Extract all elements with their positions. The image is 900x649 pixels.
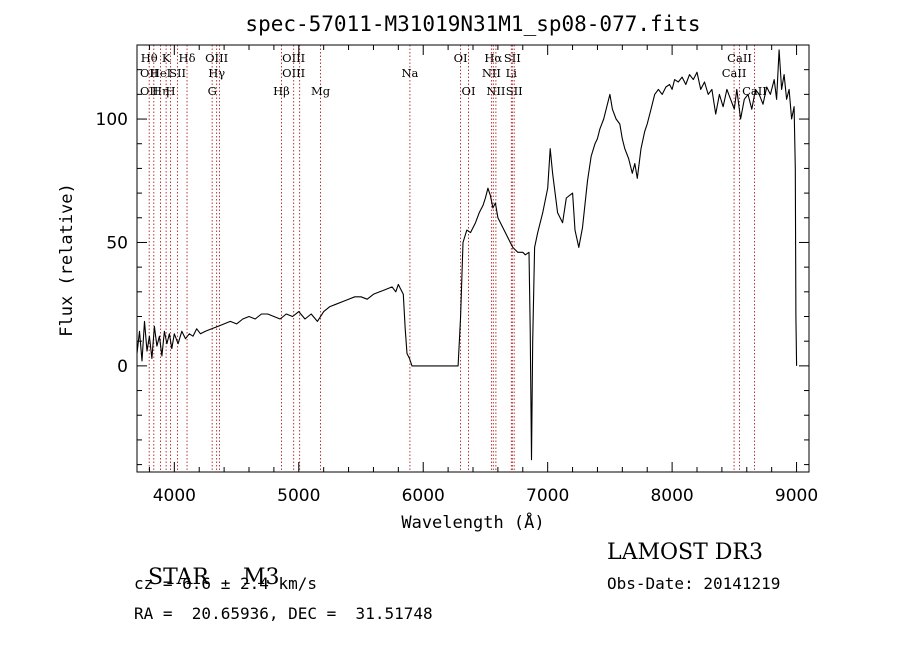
x-tick-label: 7000 — [526, 486, 569, 506]
plot-frame — [136, 44, 810, 473]
x-axis-label: Wavelength (Å) — [401, 511, 544, 533]
line-label-21-0: SII — [504, 51, 521, 65]
line-label-13-0: Mg — [311, 84, 331, 98]
obs-date-value: Obs-Date: 20141219 — [607, 574, 781, 593]
line-label-7-0: G — [208, 84, 217, 98]
y-axis: 0 50 100 — [96, 69, 809, 466]
line-label-0-1: OII — [140, 66, 159, 80]
x-tick-label: 5000 — [277, 486, 320, 506]
line-label-20-0: Li — [506, 66, 518, 80]
x-axis: 4000 5000 6000 7000 8000 9000 — [148, 45, 818, 506]
line-label-0-0: Hθ — [141, 51, 158, 65]
line-label-6-0: Hδ — [179, 51, 196, 65]
line-label-15-0: OI — [454, 51, 468, 65]
line-label-4-0: H — [165, 84, 175, 98]
line-label-14-0: Na — [401, 66, 418, 80]
line-label-19-0: NII — [486, 84, 505, 98]
x-tick-label: 6000 — [402, 486, 445, 506]
line-label-10-0: Hβ — [273, 84, 290, 98]
y-tick-label: 50 — [106, 233, 128, 253]
chart-title: spec-57011-M31019N31M1_sp08-077.fits — [245, 12, 700, 36]
series-line-0 — [136, 49, 798, 461]
x-tick-label: 9000 — [775, 486, 818, 506]
line-label-11-0: OIII — [282, 51, 305, 65]
y-tick-label: 0 — [117, 357, 128, 377]
line-label-24-0: CaII — [727, 51, 752, 65]
line-label-17-0: NII — [482, 66, 501, 80]
y-axis-label: Flux (relative) — [57, 183, 77, 337]
series-layer — [136, 49, 798, 461]
line-label-2-1: Hη — [152, 84, 169, 98]
coordinates-value: RA = 20.65936, DEC = 31.51748 — [134, 604, 433, 623]
object-class: STAR M3 — [134, 540, 280, 590]
line-label-3-0: K — [162, 51, 171, 65]
line-label-18-0: Hα — [484, 51, 502, 65]
line-label-8-0: OIII — [205, 51, 228, 65]
line-label-0-2: OII — [140, 84, 159, 98]
class-label: STAR — [148, 565, 209, 590]
line-label-8-1: Hγ — [208, 66, 225, 80]
line-label-16-0: OI — [462, 84, 476, 98]
spectral-line-labels: HθOIIOIIHeIHηKHSIIHδGOIIIHγHβOIIIOIIIMgN… — [140, 51, 767, 98]
spectral-line-markers — [148, 45, 755, 472]
x-tick-label: 8000 — [650, 486, 693, 506]
subclass-label: M3 — [243, 565, 280, 590]
survey-label: LAMOST DR3 — [607, 540, 763, 565]
line-label-11-1: OIII — [282, 66, 305, 80]
line-label-2-0: HeI — [150, 66, 171, 80]
line-label-5-0: SII — [169, 66, 186, 80]
x-tick-label: 4000 — [153, 486, 196, 506]
redshift-value: cz = 6.6 ± 2.4 km/s — [134, 574, 318, 593]
y-tick-label: 100 — [96, 110, 128, 130]
line-label-23-0: CaII — [722, 66, 747, 80]
line-label-22-0: SII — [506, 84, 523, 98]
